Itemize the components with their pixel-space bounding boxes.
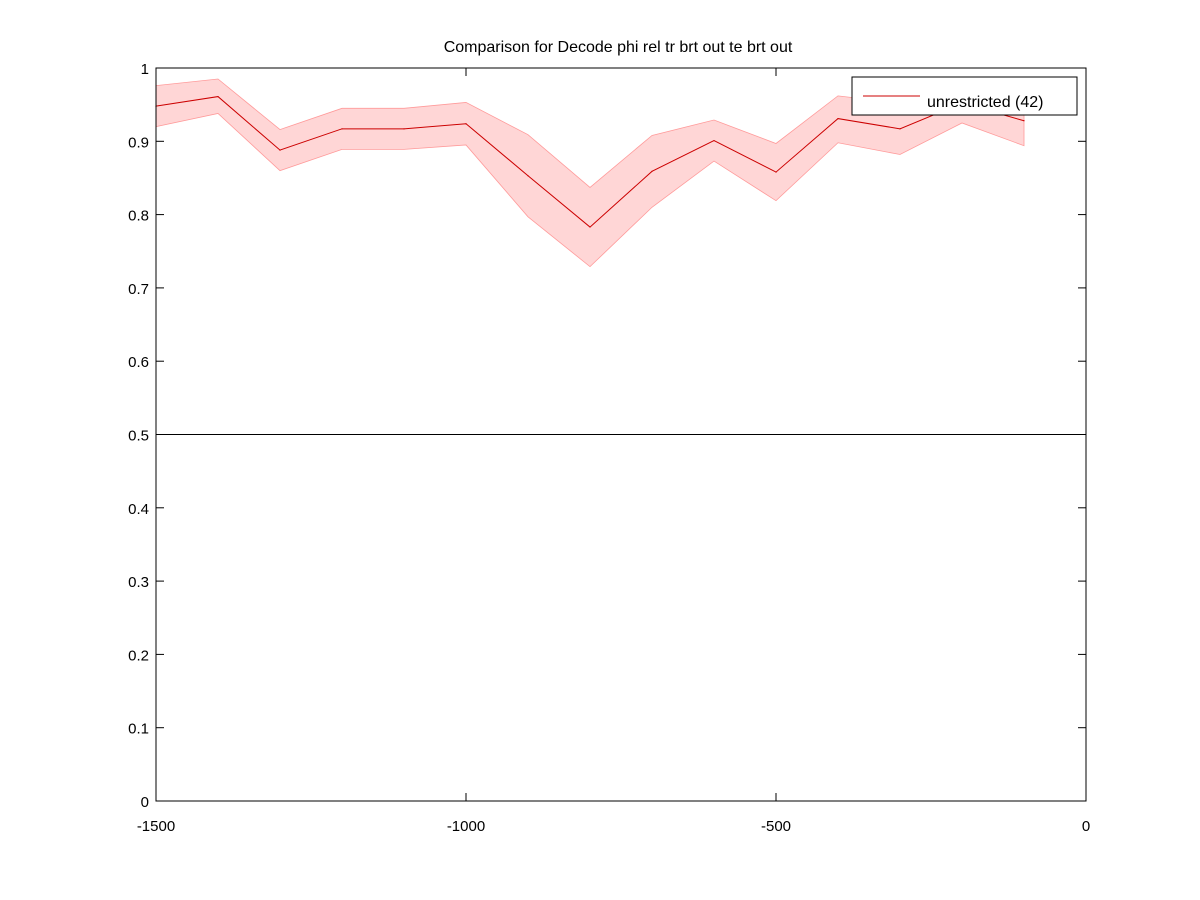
data-point: [899, 128, 901, 130]
data-point: [837, 117, 839, 120]
data-point: [217, 95, 219, 98]
x-tick-label: -1500: [137, 818, 175, 835]
data-point: [341, 128, 343, 130]
x-axis: -1500 -1000 -500 0: [137, 68, 1090, 835]
confidence-bands: [155, 78, 1025, 268]
legend: unrestricted (42): [851, 76, 1078, 116]
y-tick-label: 0.9: [128, 134, 149, 151]
chart-title: Comparison for Decode phi rel tr brt out…: [444, 39, 793, 56]
legend-box: [851, 76, 1078, 116]
x-tick-label: -1000: [447, 818, 485, 835]
data-point: [527, 175, 529, 177]
y-tick-label: 0.7: [128, 281, 149, 298]
y-tick-label: 0.6: [128, 354, 149, 371]
data-point: [279, 149, 281, 151]
y-tick-label: 0.8: [128, 208, 149, 225]
data-point: [403, 128, 405, 130]
data-point: [651, 170, 653, 172]
data-point: [589, 226, 591, 228]
x-tick-label: 0: [1082, 818, 1090, 835]
legend-label: unrestricted (42): [927, 94, 1044, 111]
y-axis: 0 0.1 0.2 0.3 0.4 0.5 0.6 0.7 0.8 0.9 1: [128, 61, 1086, 811]
y-tick-label: 0.3: [128, 574, 149, 591]
y-tick-label: 1: [141, 61, 149, 78]
data-point: [1023, 120, 1025, 122]
data-point: [775, 171, 777, 173]
confidence-band-0: [155, 78, 1025, 268]
x-tick-label: -500: [761, 818, 791, 835]
data-point: [465, 123, 467, 125]
data-point: [713, 139, 715, 142]
y-tick-label: 0.5: [128, 428, 149, 445]
y-tick-label: 0.4: [128, 501, 149, 518]
y-tick-label: 0: [141, 794, 149, 811]
y-tick-label: 0.1: [128, 721, 149, 738]
y-tick-label: 0.2: [128, 647, 149, 664]
